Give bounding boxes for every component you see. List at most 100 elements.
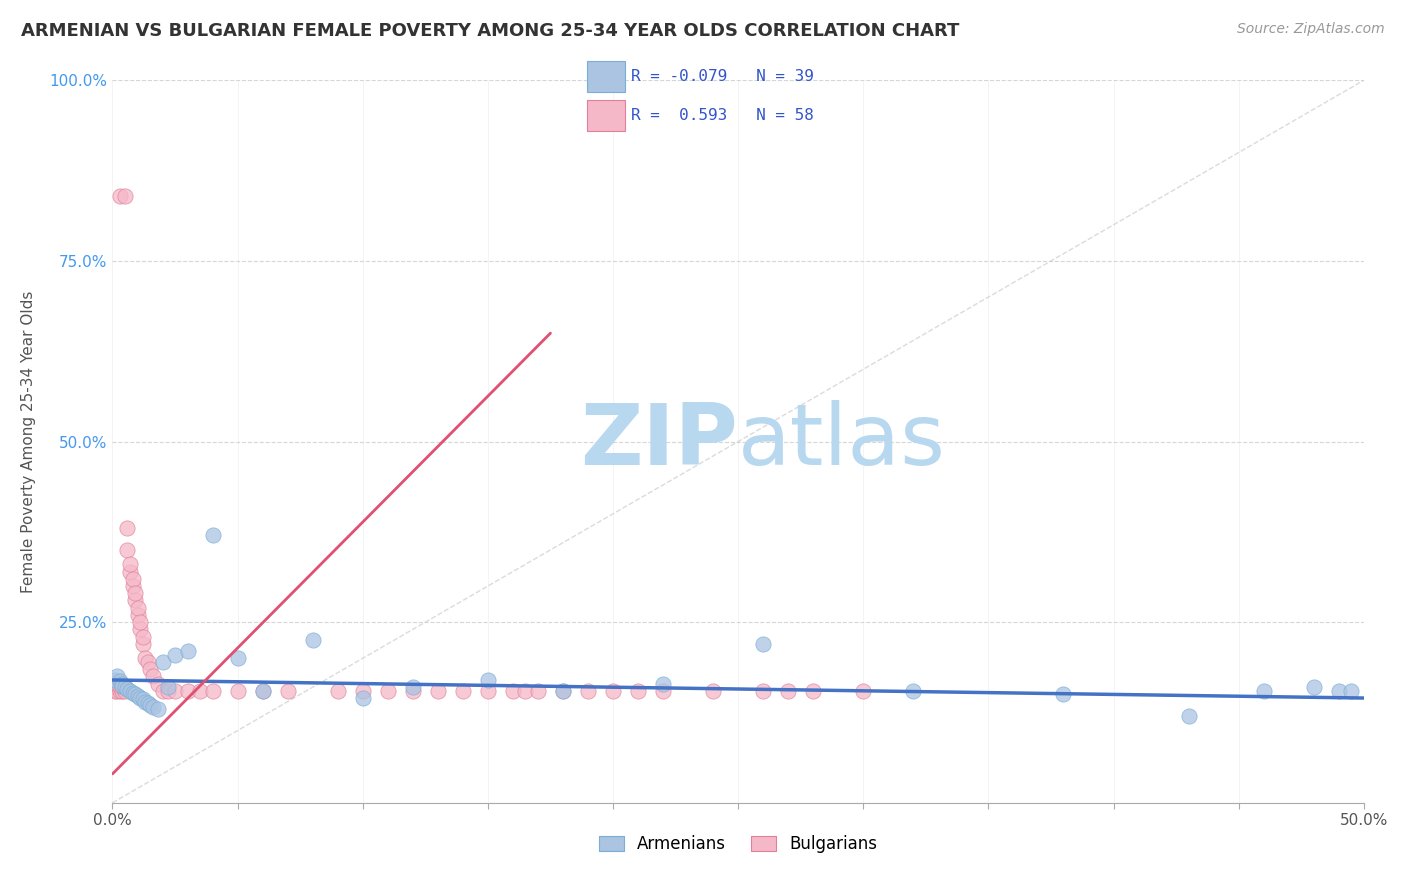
- Point: [107, 669, 129, 683]
- Point: [124, 586, 146, 600]
- Y-axis label: Female Poverty Among 25-34 Year Olds: Female Poverty Among 25-34 Year Olds: [21, 291, 35, 592]
- Point: [111, 683, 134, 698]
- FancyBboxPatch shape: [586, 62, 624, 92]
- Point: [352, 691, 374, 706]
- Point: [131, 692, 153, 706]
- Point: [114, 680, 136, 694]
- Point: [852, 683, 875, 698]
- Point: [1177, 709, 1199, 723]
- FancyBboxPatch shape: [586, 100, 624, 130]
- Point: [1052, 687, 1074, 701]
- Text: Source: ZipAtlas.com: Source: ZipAtlas.com: [1237, 22, 1385, 37]
- Point: [114, 683, 136, 698]
- Point: [124, 593, 146, 607]
- Point: [146, 676, 169, 690]
- Point: [402, 683, 425, 698]
- Point: [114, 680, 136, 694]
- Point: [129, 691, 152, 706]
- Point: [129, 623, 152, 637]
- Point: [127, 689, 149, 703]
- Point: [131, 637, 153, 651]
- Point: [124, 687, 146, 701]
- Point: [136, 655, 159, 669]
- Point: [801, 683, 824, 698]
- Point: [702, 683, 724, 698]
- Point: [778, 683, 800, 698]
- Point: [118, 565, 141, 579]
- Point: [551, 683, 574, 698]
- Point: [118, 558, 141, 572]
- Point: [117, 521, 139, 535]
- Point: [752, 637, 775, 651]
- Point: [104, 680, 127, 694]
- Point: [139, 698, 162, 713]
- Point: [121, 572, 143, 586]
- Text: ARMENIAN VS BULGARIAN FEMALE POVERTY AMONG 25-34 YEAR OLDS CORRELATION CHART: ARMENIAN VS BULGARIAN FEMALE POVERTY AMO…: [21, 22, 959, 40]
- Point: [226, 651, 249, 665]
- Point: [104, 673, 127, 687]
- Point: [226, 683, 249, 698]
- Point: [352, 683, 374, 698]
- Point: [477, 683, 499, 698]
- Point: [426, 683, 449, 698]
- Text: ZIP: ZIP: [581, 400, 738, 483]
- Point: [326, 683, 349, 698]
- Point: [134, 651, 156, 665]
- Point: [1302, 680, 1324, 694]
- Point: [152, 683, 174, 698]
- Point: [163, 683, 186, 698]
- Point: [117, 681, 139, 696]
- Point: [201, 528, 224, 542]
- Point: [551, 683, 574, 698]
- Point: [107, 683, 129, 698]
- Point: [121, 579, 143, 593]
- Point: [139, 662, 162, 676]
- Text: atlas: atlas: [738, 400, 946, 483]
- Point: [118, 683, 141, 698]
- Point: [136, 696, 159, 710]
- Point: [108, 674, 131, 689]
- Point: [277, 683, 299, 698]
- Point: [176, 683, 198, 698]
- Point: [652, 676, 675, 690]
- Point: [107, 676, 129, 690]
- Point: [156, 683, 179, 698]
- Legend: Armenians, Bulgarians: Armenians, Bulgarians: [592, 828, 884, 860]
- Point: [104, 683, 127, 698]
- Point: [152, 655, 174, 669]
- Point: [127, 607, 149, 622]
- Point: [111, 676, 134, 690]
- Point: [451, 683, 474, 698]
- Point: [252, 683, 274, 698]
- Point: [188, 683, 211, 698]
- Point: [131, 630, 153, 644]
- Point: [301, 633, 323, 648]
- Point: [515, 683, 537, 698]
- Point: [1327, 683, 1350, 698]
- Point: [134, 695, 156, 709]
- Point: [627, 683, 650, 698]
- Point: [117, 542, 139, 557]
- Point: [156, 680, 179, 694]
- Point: [1253, 683, 1275, 698]
- Point: [752, 683, 775, 698]
- Point: [1340, 683, 1362, 698]
- Point: [502, 683, 524, 698]
- Point: [121, 686, 143, 700]
- Point: [163, 648, 186, 662]
- Point: [402, 680, 425, 694]
- Point: [111, 680, 134, 694]
- Text: R = -0.079   N = 39: R = -0.079 N = 39: [631, 69, 814, 84]
- Point: [127, 600, 149, 615]
- Point: [576, 683, 599, 698]
- Point: [201, 683, 224, 698]
- Point: [141, 700, 163, 714]
- Point: [129, 615, 152, 630]
- Point: [146, 702, 169, 716]
- Point: [108, 189, 131, 203]
- Point: [108, 680, 131, 694]
- Point: [527, 683, 550, 698]
- Point: [176, 644, 198, 658]
- Point: [377, 683, 399, 698]
- Point: [108, 683, 131, 698]
